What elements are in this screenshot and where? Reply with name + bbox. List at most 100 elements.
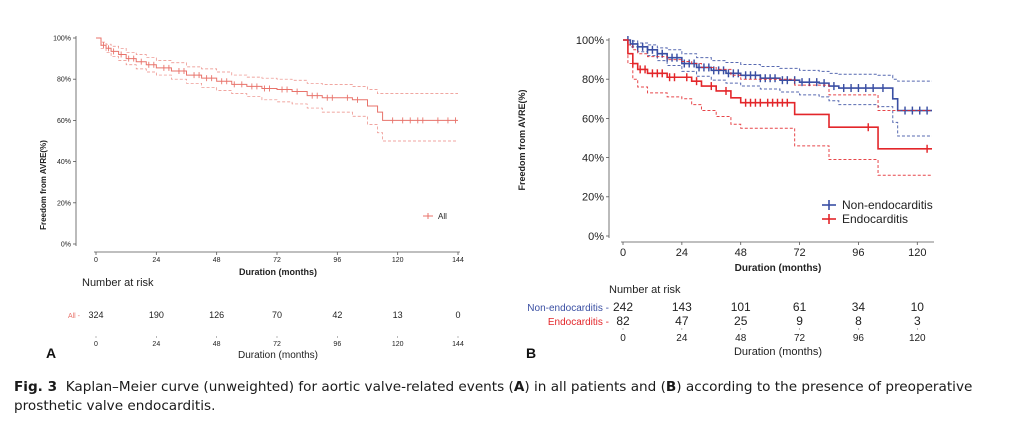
x-tick-label: 48 (735, 247, 747, 259)
risk-value: 42 (332, 310, 342, 320)
panel-b-xlabel: Duration (months) (735, 263, 822, 274)
legend-endocarditis-label: Endocarditis (842, 212, 908, 226)
panel-b-risk-table: Non-endocarditis - 242 143 101 61 34 10 Endocar… (527, 300, 926, 344)
panel-a-letter: A (46, 345, 56, 361)
endocarditis-ci-lower (623, 39, 932, 176)
panel-b-legend: Non-endocarditis Endocarditis (822, 198, 933, 226)
y-tick-label: 60% (57, 118, 71, 125)
non-endocarditis-ci-lower (623, 39, 932, 137)
x-tick-label: 96 (333, 257, 341, 264)
risk-time-label: 72 (273, 341, 281, 348)
risk-value: 126 (209, 310, 224, 320)
caption-label: Fig. 3 (14, 379, 58, 395)
figure-caption: Fig. 3 Kaplan–Meier curve (unweighted) f… (14, 378, 994, 416)
panel-b-y-axis: 0% 20% 40% 60% 80% 100% (576, 35, 610, 243)
x-tick-label: 0 (94, 257, 98, 264)
risk-value: 61 (793, 300, 807, 314)
risk-value: 0 (455, 310, 460, 320)
x-tick-label: 24 (676, 247, 688, 259)
endocarditis-survival-line (623, 39, 932, 150)
x-tick-label: 0 (620, 247, 626, 259)
panel-a-y-axis: 0% 20% 40% 60% 80% 100% (53, 35, 77, 248)
risk-time-label: 24 (676, 333, 688, 344)
risk-value: 101 (731, 300, 751, 314)
caption-panel-a-ref: A (513, 379, 525, 395)
risk-row-label: Non-endocarditis - (527, 303, 609, 314)
y-tick-label: 0% (588, 231, 604, 243)
all-survival-line (96, 37, 458, 121)
panel-b-x-axis: 0 24 48 72 96 120 (620, 241, 934, 259)
y-tick-label: 40% (57, 159, 71, 166)
caption-text-3: ) according to the presence of preoperat… (14, 379, 973, 414)
y-tick-label: 40% (582, 152, 604, 164)
caption-text-2: ) in all patients and ( (524, 379, 666, 395)
x-tick-label: 72 (793, 247, 805, 259)
panel-a: Freedom from AVRE(%) 0%20%40%60%80%100% … (39, 35, 464, 361)
risk-value: 47 (675, 314, 689, 328)
non-endocarditis-ci-upper (623, 39, 932, 82)
panel-b-risk-xlabel: Duration (months) (734, 346, 822, 358)
x-tick-label: 24 (152, 257, 160, 264)
risk-time-label: 48 (213, 341, 221, 348)
x-tick-label: 144 (452, 257, 464, 264)
y-tick-label: 80% (57, 77, 71, 84)
panel-a-xlabel: Duration (months) (239, 267, 317, 277)
risk-time-label: 0 (620, 333, 626, 344)
risk-value: 13 (393, 310, 403, 320)
risk-time-label: 96 (853, 333, 865, 344)
panel-b-risk-title: Number at risk (609, 284, 681, 296)
legend-all-label: All (438, 212, 447, 221)
panel-a-x-axis: 0 24 48 72 96 120 144 (94, 251, 464, 264)
y-tick-label: 100% (53, 35, 71, 42)
legend-non-endocarditis-label: Non-endocarditis (842, 198, 933, 212)
panel-b-ylabel: Freedom from AVRE(%) (517, 89, 527, 190)
panel-a-risk-table: All - 324 190 126 70 42 13 0 0 24 48 72 96 120 144 (68, 310, 464, 348)
panel-b: Freedom from AVRE(%) 0% 20% 40% 60% 80% 10 0% … (517, 35, 934, 361)
risk-time-label: 24 (152, 341, 160, 348)
risk-value: 34 (852, 300, 866, 314)
y-tick-label: 80% (582, 74, 604, 86)
risk-time-label: 72 (794, 333, 806, 344)
panel-a-plot (96, 37, 458, 142)
y-tick-label: 100% (576, 35, 604, 47)
y-tick-label: 0% (61, 241, 71, 248)
risk-value: 82 (616, 314, 630, 328)
risk-value: 8 (855, 314, 862, 328)
all-ci-upper (96, 37, 458, 94)
risk-row-label: Endocarditis - (548, 317, 609, 328)
non-endocarditis-survival-line (623, 39, 932, 112)
panel-a-risk-xlabel: Duration (months) (238, 350, 318, 361)
risk-value: 324 (88, 310, 103, 320)
risk-time-label: 120 (392, 341, 404, 348)
panel-a-ylabel: Freedom from AVRE(%) (39, 140, 48, 230)
risk-value: 25 (734, 314, 748, 328)
risk-value: 9 (796, 314, 803, 328)
x-tick-label: 72 (273, 257, 281, 264)
caption-text-1: Kaplan–Meier curve (unweighted) for aort… (65, 379, 514, 395)
x-tick-label: 120 (392, 257, 404, 264)
x-tick-label: 120 (908, 247, 926, 259)
risk-time-label: 0 (94, 341, 98, 348)
risk-value: 3 (914, 314, 921, 328)
risk-value: 70 (272, 310, 282, 320)
risk-value: 143 (672, 300, 692, 314)
y-tick-label: 20% (582, 192, 604, 204)
risk-time-label: 120 (909, 333, 926, 344)
panel-b-plot (623, 36, 932, 176)
panel-a-risk-title: Number at risk (82, 277, 154, 289)
y-tick-label: 20% (57, 200, 71, 207)
risk-time-label: 96 (333, 341, 341, 348)
y-tick-label: 60% (582, 113, 604, 125)
panel-a-legend: All (423, 212, 447, 221)
risk-row-label: All - (68, 313, 81, 320)
risk-value: 190 (149, 310, 164, 320)
x-tick-label: 48 (213, 257, 221, 264)
risk-time-label: 48 (735, 333, 747, 344)
risk-time-label: 144 (452, 341, 464, 348)
panel-b-letter: B (526, 345, 536, 361)
caption-panel-b-ref: B (665, 379, 677, 395)
risk-value: 10 (911, 300, 925, 314)
x-tick-label: 96 (852, 247, 864, 259)
risk-value: 242 (613, 300, 633, 314)
